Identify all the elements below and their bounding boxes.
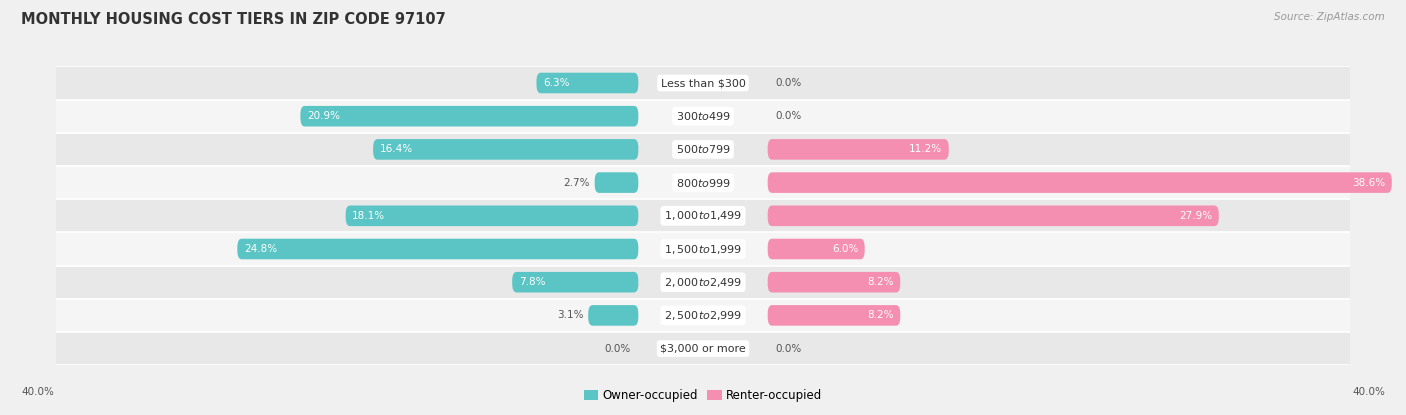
FancyBboxPatch shape (595, 172, 638, 193)
FancyBboxPatch shape (512, 272, 638, 293)
FancyBboxPatch shape (768, 272, 900, 293)
Text: 38.6%: 38.6% (1353, 178, 1385, 188)
Text: $1,500 to $1,999: $1,500 to $1,999 (664, 242, 742, 256)
Text: 8.2%: 8.2% (868, 310, 894, 320)
FancyBboxPatch shape (238, 239, 638, 259)
FancyBboxPatch shape (768, 205, 1219, 226)
Text: $800 to $999: $800 to $999 (675, 177, 731, 188)
Text: Less than $300: Less than $300 (661, 78, 745, 88)
Text: 24.8%: 24.8% (243, 244, 277, 254)
Text: 6.0%: 6.0% (832, 244, 858, 254)
Text: 8.2%: 8.2% (868, 277, 894, 287)
Text: 0.0%: 0.0% (605, 344, 630, 354)
FancyBboxPatch shape (768, 305, 900, 326)
Text: 7.8%: 7.8% (519, 277, 546, 287)
Text: 11.2%: 11.2% (910, 144, 942, 154)
Text: $300 to $499: $300 to $499 (675, 110, 731, 122)
Text: 2.7%: 2.7% (564, 178, 591, 188)
Bar (56, 66, 1350, 100)
Bar (56, 100, 1350, 133)
Text: 18.1%: 18.1% (352, 211, 385, 221)
Text: $2,000 to $2,499: $2,000 to $2,499 (664, 276, 742, 289)
Text: 40.0%: 40.0% (21, 387, 53, 397)
Text: $3,000 or more: $3,000 or more (661, 344, 745, 354)
Text: 16.4%: 16.4% (380, 144, 413, 154)
FancyBboxPatch shape (768, 172, 1392, 193)
Text: 0.0%: 0.0% (776, 344, 801, 354)
Bar (56, 133, 1350, 166)
Text: 27.9%: 27.9% (1180, 211, 1212, 221)
FancyBboxPatch shape (301, 106, 638, 127)
FancyBboxPatch shape (373, 139, 638, 160)
Bar (56, 266, 1350, 299)
FancyBboxPatch shape (537, 73, 638, 93)
Bar (56, 232, 1350, 266)
Text: $1,000 to $1,499: $1,000 to $1,499 (664, 209, 742, 222)
Text: 3.1%: 3.1% (557, 310, 583, 320)
Text: 20.9%: 20.9% (307, 111, 340, 121)
Text: $500 to $799: $500 to $799 (675, 144, 731, 155)
Text: 0.0%: 0.0% (776, 111, 801, 121)
FancyBboxPatch shape (768, 239, 865, 259)
Bar (56, 199, 1350, 232)
Text: 0.0%: 0.0% (776, 78, 801, 88)
Text: $2,500 to $2,999: $2,500 to $2,999 (664, 309, 742, 322)
Text: 40.0%: 40.0% (1353, 387, 1385, 397)
Text: Source: ZipAtlas.com: Source: ZipAtlas.com (1274, 12, 1385, 22)
FancyBboxPatch shape (768, 139, 949, 160)
Bar (56, 299, 1350, 332)
Bar (56, 332, 1350, 365)
Text: 6.3%: 6.3% (543, 78, 569, 88)
Legend: Owner-occupied, Renter-occupied: Owner-occupied, Renter-occupied (579, 385, 827, 407)
FancyBboxPatch shape (346, 205, 638, 226)
Bar (56, 166, 1350, 199)
FancyBboxPatch shape (588, 305, 638, 326)
Text: MONTHLY HOUSING COST TIERS IN ZIP CODE 97107: MONTHLY HOUSING COST TIERS IN ZIP CODE 9… (21, 12, 446, 27)
